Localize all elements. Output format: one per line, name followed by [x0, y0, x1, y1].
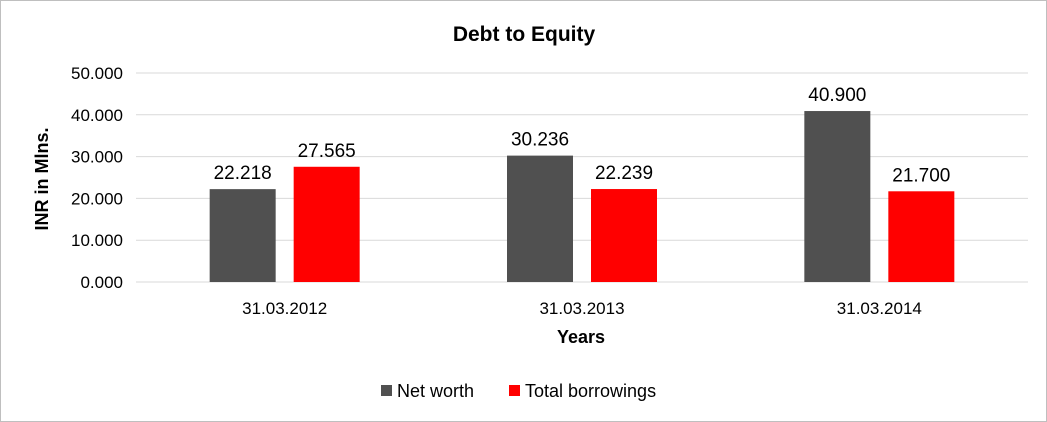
bar: [507, 155, 573, 282]
data-label: 21.700: [892, 165, 950, 186]
data-label: 22.239: [595, 163, 653, 184]
data-labels: 22.218 27.565 30.236 22.239 40.900 21.700: [214, 85, 951, 186]
y-tick-label: 10.000: [71, 231, 123, 250]
y-tick-label: 30.000: [71, 148, 123, 167]
bar: [888, 191, 955, 282]
x-tick-label: 31.03.2014: [837, 299, 922, 318]
x-tick-label: 31.03.2012: [242, 299, 327, 318]
y-tick-label: 0.000: [80, 273, 123, 292]
x-axis-title: Years: [557, 327, 605, 347]
bar: [591, 189, 657, 282]
x-tick-label: 31.03.2013: [539, 299, 624, 318]
x-axis-ticks: 31.03.2012 31.03.2013 31.03.2014: [242, 299, 922, 318]
bars: [209, 111, 955, 283]
data-label: 30.236: [511, 130, 569, 151]
gridlines: [136, 72, 1028, 283]
legend-label: Total borrowings: [525, 381, 656, 401]
data-label: 27.565: [298, 141, 356, 162]
legend-swatch: [381, 385, 392, 396]
chart-title: Debt to Equity: [453, 23, 596, 46]
y-tick-label: 40.000: [71, 106, 123, 125]
bar: [209, 189, 276, 282]
data-label: 22.218: [214, 163, 272, 184]
y-tick-label: 20.000: [71, 189, 123, 208]
y-axis-title: INR in Mlns.: [32, 128, 52, 231]
y-axis-ticks: 0.000 10.000 20.000 30.000 40.000 50.000: [71, 64, 123, 292]
legend-swatch: [509, 385, 520, 396]
bar: [804, 111, 871, 283]
data-label: 40.900: [808, 85, 866, 106]
y-tick-label: 50.000: [71, 64, 123, 83]
legend: Net worth Total borrowings: [381, 381, 656, 401]
legend-label: Net worth: [397, 381, 474, 401]
bar: [293, 166, 360, 282]
